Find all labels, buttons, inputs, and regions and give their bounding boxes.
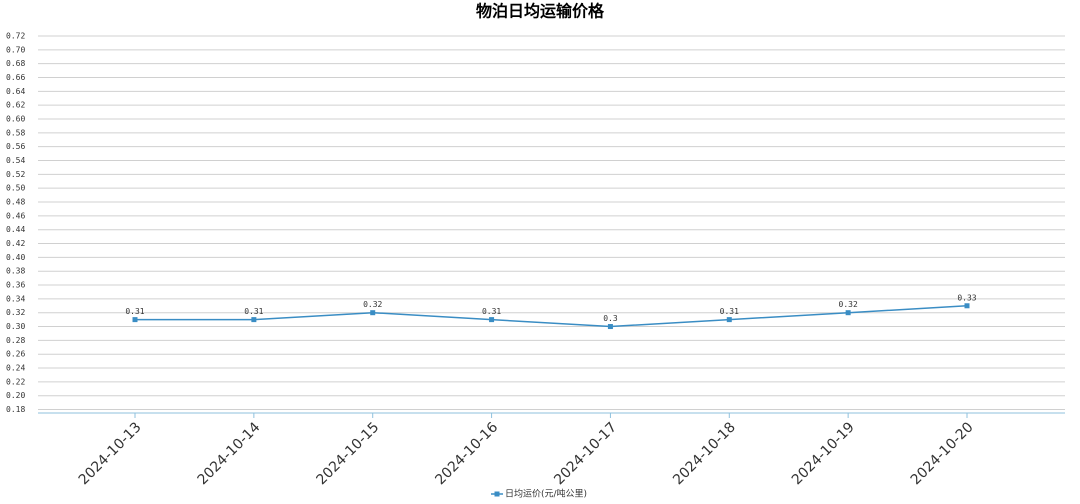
y-tick-label: 0.40 [6,253,25,262]
y-tick-label: 0.34 [6,294,25,303]
y-tick-label: 0.64 [6,87,25,96]
data-label: 0.31 [720,307,739,316]
y-tick-label: 0.60 [6,115,25,124]
y-tick-label: 0.54 [6,156,25,165]
y-tick-label: 0.30 [6,322,25,331]
data-label: 0.32 [363,300,382,309]
legend-label: 日均运价(元/吨公里) [505,488,587,500]
data-label: 0.3 [603,314,618,323]
x-tick-label: 2024-10-18 [670,419,739,488]
data-label: 0.32 [839,300,858,309]
legend-marker [494,491,500,497]
data-label: 0.31 [125,307,144,316]
y-tick-label: 0.48 [6,198,25,207]
y-tick-label: 0.66 [6,73,25,82]
x-tick-label: 2024-10-19 [789,419,858,488]
y-tick-label: 0.44 [6,225,25,234]
data-label: 0.31 [244,307,263,316]
marker [370,310,376,316]
data-label: 0.31 [482,307,501,316]
y-tick-label: 0.20 [6,391,25,400]
marker [132,317,138,323]
y-tick-label: 0.32 [6,308,25,317]
y-tick-label: 0.52 [6,170,25,179]
y-tick-label: 0.58 [6,128,25,137]
y-tick-label: 0.56 [6,142,25,151]
marker [845,310,851,316]
y-tick-label: 0.72 [6,32,25,41]
y-tick-label: 0.26 [6,350,25,359]
marker [607,324,613,330]
chart-title: 物泊日均运输价格 [476,2,605,21]
x-tick-label: 2024-10-15 [314,419,383,488]
x-tick-label: 2024-10-16 [432,419,501,488]
y-tick-label: 0.24 [6,364,25,373]
x-tick-label: 2024-10-14 [195,419,264,488]
y-tick-label: 0.50 [6,184,25,193]
data-label: 0.33 [957,293,976,302]
marker [964,303,970,309]
y-tick-label: 0.42 [6,239,25,248]
marker [251,317,257,323]
y-tick-label: 0.38 [6,267,25,276]
marker [489,317,495,323]
x-tick-label: 2024-10-20 [908,419,977,488]
marker [726,317,732,323]
y-tick-label: 0.46 [6,211,25,220]
y-tick-label: 0.36 [6,281,25,290]
x-tick-label: 2024-10-17 [551,419,620,488]
y-tick-label: 0.22 [6,377,25,386]
y-tick-label: 0.62 [6,101,25,110]
y-tick-label: 0.70 [6,45,25,54]
line [135,305,968,328]
y-tick-label: 0.68 [6,59,25,68]
x-tick-label: 2024-10-13 [76,419,145,488]
y-tick-label: 0.28 [6,336,25,345]
y-tick-label: 0.18 [6,405,25,414]
